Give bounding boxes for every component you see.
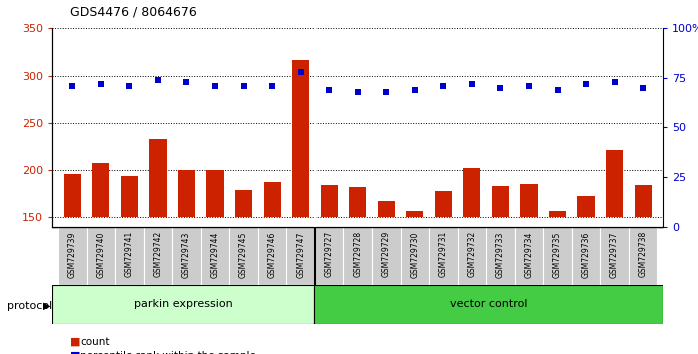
Bar xyxy=(315,227,343,285)
Point xyxy=(524,83,535,88)
Bar xyxy=(264,182,281,217)
Text: GSM729735: GSM729735 xyxy=(553,231,562,278)
Bar xyxy=(406,211,424,217)
Bar xyxy=(172,227,201,285)
Point xyxy=(380,89,392,95)
Text: GSM729739: GSM729739 xyxy=(68,231,77,278)
Bar xyxy=(378,201,395,217)
Bar xyxy=(235,190,252,217)
Point xyxy=(96,81,107,87)
Bar xyxy=(572,227,600,285)
Text: GSM729728: GSM729728 xyxy=(353,231,362,277)
Point xyxy=(409,87,420,93)
Bar xyxy=(121,176,138,217)
Text: GSM729736: GSM729736 xyxy=(581,231,591,278)
Text: count: count xyxy=(80,337,110,347)
Bar xyxy=(429,227,458,285)
Text: GSM729731: GSM729731 xyxy=(439,231,448,278)
Point xyxy=(238,83,249,88)
Point xyxy=(438,83,449,88)
Point xyxy=(67,83,78,88)
Bar xyxy=(458,227,486,285)
Text: ▶: ▶ xyxy=(43,301,50,311)
Point xyxy=(466,81,477,87)
Bar xyxy=(286,227,315,285)
Bar xyxy=(58,227,87,285)
Bar xyxy=(144,227,172,285)
Bar xyxy=(600,227,629,285)
Bar xyxy=(401,227,429,285)
Text: GSM729742: GSM729742 xyxy=(154,231,163,278)
Text: GSM729738: GSM729738 xyxy=(639,231,648,278)
Text: parkin expression: parkin expression xyxy=(134,299,232,309)
Bar xyxy=(258,227,286,285)
Text: percentile rank within the sample: percentile rank within the sample xyxy=(80,351,256,354)
Bar xyxy=(577,196,595,217)
Point xyxy=(552,87,563,93)
Text: GSM729747: GSM729747 xyxy=(296,231,305,278)
Text: GSM729745: GSM729745 xyxy=(239,231,248,278)
Bar xyxy=(115,227,144,285)
Point xyxy=(209,83,221,88)
Point xyxy=(124,83,135,88)
Text: GSM729737: GSM729737 xyxy=(610,231,619,278)
Text: GSM729730: GSM729730 xyxy=(410,231,419,278)
Point xyxy=(152,77,163,83)
Bar xyxy=(492,186,509,217)
Bar xyxy=(514,227,543,285)
Bar xyxy=(230,227,258,285)
Text: ■: ■ xyxy=(70,351,80,354)
Bar xyxy=(320,185,338,217)
Bar xyxy=(52,285,314,324)
Text: GSM729746: GSM729746 xyxy=(267,231,276,278)
Text: GSM729744: GSM729744 xyxy=(211,231,220,278)
Bar xyxy=(543,227,572,285)
Point xyxy=(637,85,648,91)
Bar xyxy=(486,227,514,285)
Text: GSM729734: GSM729734 xyxy=(524,231,533,278)
Text: vector control: vector control xyxy=(450,299,528,309)
Point xyxy=(609,79,620,85)
Text: GDS4476 / 8064676: GDS4476 / 8064676 xyxy=(70,5,197,18)
Bar xyxy=(606,150,623,217)
Bar xyxy=(549,211,566,217)
Point xyxy=(495,85,506,91)
Text: GSM729732: GSM729732 xyxy=(468,231,476,278)
Text: ■: ■ xyxy=(70,337,80,347)
Bar xyxy=(463,168,480,217)
Bar xyxy=(207,170,223,217)
Text: GSM729741: GSM729741 xyxy=(125,231,134,278)
Point xyxy=(267,83,278,88)
Text: GSM729740: GSM729740 xyxy=(96,231,105,278)
Bar xyxy=(343,227,372,285)
Bar xyxy=(634,185,652,217)
Point xyxy=(581,81,592,87)
Bar xyxy=(314,285,663,324)
Bar xyxy=(92,163,110,217)
Bar xyxy=(349,187,366,217)
Bar xyxy=(372,227,401,285)
Text: GSM729727: GSM729727 xyxy=(325,231,334,278)
Text: protocol: protocol xyxy=(7,301,52,311)
Bar xyxy=(629,227,658,285)
Text: GSM729733: GSM729733 xyxy=(496,231,505,278)
Point xyxy=(295,69,306,75)
Bar xyxy=(149,139,167,217)
Bar xyxy=(64,174,81,217)
Point xyxy=(181,79,192,85)
Point xyxy=(352,89,364,95)
Point xyxy=(324,87,335,93)
Text: GSM729743: GSM729743 xyxy=(182,231,191,278)
Bar xyxy=(201,227,230,285)
Bar xyxy=(178,170,195,217)
Bar xyxy=(435,191,452,217)
Text: GSM729729: GSM729729 xyxy=(382,231,391,278)
Bar xyxy=(292,61,309,217)
Bar xyxy=(87,227,115,285)
Bar xyxy=(521,184,537,217)
